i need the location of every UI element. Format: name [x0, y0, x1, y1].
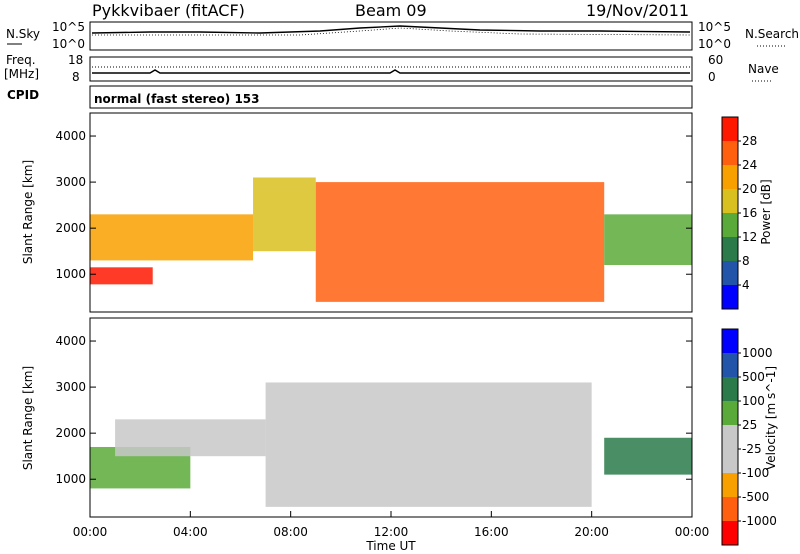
power-panel: 1000 2000 3000 4000 — [55, 129, 692, 302]
freq-tick-top: 18 — [68, 53, 83, 67]
cpid-panel-frame — [89, 85, 693, 109]
y-tick-label: 2000 — [55, 221, 86, 235]
colorbar-tick-label: 25 — [742, 418, 757, 432]
power-echo-band — [90, 267, 153, 285]
power-colorbar-label: Power [dB] — [759, 179, 773, 244]
x-tick-label: 16:00 — [474, 525, 509, 539]
date-label: 19/Nov/2011 — [586, 1, 689, 20]
colorbar-tick-label: 1000 — [742, 346, 773, 360]
velocity-echo-band — [604, 437, 692, 475]
colorbar-tick-label: 20 — [742, 182, 757, 196]
y-tick-label: 3000 — [55, 380, 86, 394]
nsky-label: N.Sky — [6, 27, 40, 41]
colorbar-segment — [722, 141, 738, 165]
y-tick-label: 1000 — [55, 472, 86, 486]
x-tick-label: 12:00 — [374, 525, 409, 539]
freq-trace — [92, 69, 690, 74]
power-echo-band — [253, 177, 316, 252]
y-tick-label: 2000 — [55, 426, 86, 440]
power-echo-band — [604, 214, 692, 266]
colorbar-tick-label: -100 — [742, 466, 769, 480]
nsky-tick-bottom: 10^0 — [52, 37, 85, 51]
power-ylabel: Slant Range [km] — [21, 160, 35, 264]
colorbar-segment — [722, 521, 738, 545]
velocity-panel: 1000 2000 3000 4000 — [55, 334, 692, 507]
xaxis-label: Time UT — [365, 539, 416, 553]
colorbar-segment — [722, 213, 738, 237]
x-tick-label: 08:00 — [273, 525, 308, 539]
nsearch-label: N.Search — [745, 27, 799, 41]
colorbar-segment — [722, 261, 738, 285]
colorbar-segment — [722, 117, 738, 141]
colorbar-segment — [722, 401, 738, 425]
cpid-text: normal (fast stereo) 153 — [94, 92, 260, 106]
colorbar-segment — [722, 353, 738, 377]
velocity-colorbar: 1000 500 100 25 -25 -100 -500 -1000 — [721, 328, 777, 546]
colorbar-segment — [722, 329, 738, 353]
freq-tick-bottom: 8 — [72, 70, 80, 84]
colorbar-tick-label: -25 — [742, 442, 762, 456]
x-tick-label: 04:00 — [173, 525, 208, 539]
velocity-echo-band — [115, 419, 266, 457]
colorbar-segment — [722, 285, 738, 309]
nsearch-tick-bottom: 10^0 — [698, 37, 731, 51]
power-colorbar: 28 24 20 16 12 8 4 — [721, 116, 757, 310]
colorbar-segment — [722, 189, 738, 213]
freq-label: Freq. — [6, 53, 36, 67]
nsearch-trace — [92, 27, 691, 36]
nave-tick-top: 60 — [708, 53, 723, 67]
colorbar-tick-label: 8 — [742, 254, 750, 268]
freq-unit: [MHz] — [4, 67, 39, 81]
colorbar-segment — [722, 425, 738, 449]
velocity-echo-band — [265, 382, 592, 507]
colorbar-segment — [722, 237, 738, 261]
nave-tick-bottom: 0 — [708, 70, 716, 84]
nsky-panel-frame — [89, 21, 693, 51]
y-tick-label: 4000 — [55, 334, 86, 348]
y-tick-label: 1000 — [55, 267, 86, 281]
cpid-label: CPID — [7, 88, 39, 102]
y-tick-label: 4000 — [55, 129, 86, 143]
power-echo-band — [315, 182, 605, 302]
colorbar-tick-label: 100 — [742, 394, 765, 408]
radar-title: Pykkvibaer (fitACF) — [92, 1, 245, 20]
colorbar-tick-label: 500 — [742, 370, 765, 384]
colorbar-tick-label: 4 — [742, 278, 750, 292]
y-tick-label: 3000 — [55, 175, 86, 189]
colorbar-segment — [722, 377, 738, 401]
nsky-trace — [91, 25, 691, 34]
nsearch-tick-top: 10^5 — [698, 20, 731, 34]
x-tick-label: 00:00 — [73, 525, 108, 539]
colorbar-tick-label: 28 — [742, 134, 757, 148]
velocity-colorbar-label: Velocity [m s^-1] — [764, 366, 778, 470]
nsky-tick-top: 10^5 — [52, 20, 85, 34]
colorbar-tick-label: 16 — [742, 206, 757, 220]
nave-label: Nave — [748, 62, 779, 76]
freq-panel-frame — [89, 56, 693, 82]
colorbar-segment — [722, 497, 738, 521]
beam-label: Beam 09 — [355, 1, 427, 20]
power-panel-frame — [89, 112, 693, 313]
colorbar-segment — [722, 473, 738, 497]
colorbar-tick-label: 24 — [742, 158, 757, 172]
colorbar-tick-label: -1000 — [742, 514, 777, 528]
colorbar-tick-label: 12 — [742, 230, 757, 244]
velocity-ylabel: Slant Range [km] — [21, 366, 35, 470]
x-tick-label: 00:00 — [675, 525, 710, 539]
colorbar-frame — [721, 328, 739, 546]
colorbar-segment — [722, 449, 738, 473]
colorbar-tick-label: -500 — [742, 490, 769, 504]
power-echo-band — [90, 214, 254, 261]
time-axis: 00:00 04:00 08:00 12:00 16:00 20:00 00:00 — [73, 511, 710, 539]
colorbar-segment — [722, 165, 738, 189]
x-tick-label: 20:00 — [574, 525, 609, 539]
